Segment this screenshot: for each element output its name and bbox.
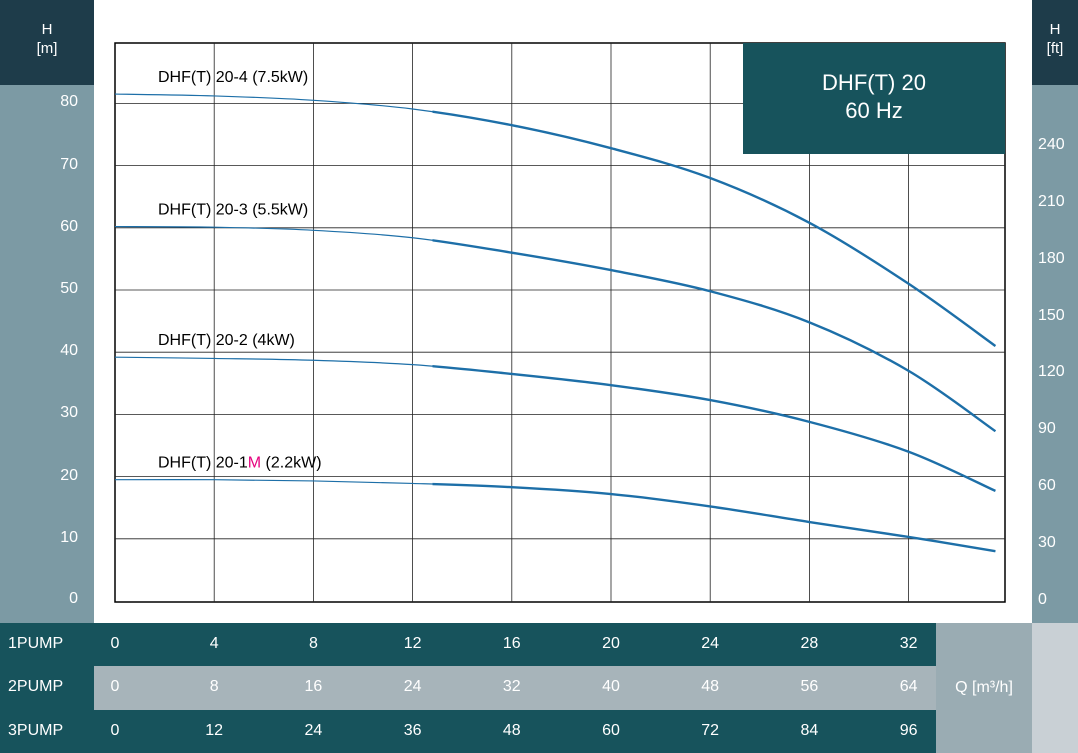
left-axis-unit: [m]: [36, 40, 58, 57]
series-label-1: DHF(T) 20-4 (7.5kW): [158, 69, 308, 86]
flow-value: 48: [701, 678, 720, 695]
model-name: DHF(T) 20: [822, 70, 926, 95]
series-label-4: DHF(T) 20-1M (2.2kW): [158, 455, 322, 472]
flow-corner-cell: [1032, 623, 1078, 753]
left-axis-tick: 70: [60, 155, 78, 173]
series-curve-2-operating-range: [432, 239, 997, 433]
flow-row-label: 3PUMP: [8, 722, 64, 739]
flow-value: 24: [304, 722, 323, 739]
flow-value: 84: [800, 722, 819, 739]
flow-row-3pump: [0, 710, 936, 753]
right-axis-symbol: H: [1049, 21, 1061, 38]
left-axis-symbol: H: [41, 21, 53, 38]
series-curve-3-operating-range: [432, 364, 996, 492]
series-label-2: DHF(T) 20-3 (5.5kW): [158, 202, 308, 219]
left-axis-header: [0, 0, 94, 85]
flow-row-label: 2PUMP: [8, 678, 64, 695]
series-curve-4-operating-range: [432, 482, 996, 553]
left-axis-band: [0, 85, 94, 623]
flow-value: 32: [502, 678, 521, 695]
flow-value: 0: [110, 678, 120, 695]
flow-unit-cell: [936, 623, 1032, 753]
right-axis-tick: 30: [1038, 534, 1056, 552]
flow-value: 8: [308, 635, 318, 652]
flow-value: 8: [209, 678, 219, 695]
flow-value: 0: [110, 722, 120, 739]
flow-value: 96: [899, 722, 918, 739]
flow-value: 60: [602, 722, 620, 739]
left-axis-tick: 10: [60, 528, 78, 546]
right-axis-tick: 0: [1038, 591, 1047, 608]
right-axis-tick: 90: [1038, 420, 1056, 438]
right-axis-tick: 60: [1038, 477, 1056, 495]
flow-value: 20: [602, 635, 620, 652]
flow-value: 28: [800, 635, 819, 652]
series-curve-1-operating-range: [432, 110, 997, 347]
flow-value: 0: [110, 635, 120, 652]
chart-curves: [114, 93, 997, 553]
left-axis-tick: 20: [60, 466, 78, 484]
flow-value: 16: [502, 635, 521, 652]
model-frequency: 60 Hz: [845, 98, 903, 123]
flow-value: 48: [502, 722, 521, 739]
flow-value: 24: [403, 678, 422, 695]
flow-value: 24: [701, 635, 720, 652]
flow-row-2pump-label-cell: [0, 666, 94, 710]
left-axis-tick: 60: [60, 217, 78, 235]
flow-value: 12: [403, 635, 422, 652]
flow-value: 72: [701, 722, 720, 739]
flow-value: 32: [899, 635, 918, 652]
flow-row-2pump: [94, 666, 936, 710]
flow-unit-label: Q [m³/h]: [955, 679, 1013, 696]
flow-value: 40: [602, 678, 620, 695]
right-axis-tick: 150: [1038, 306, 1065, 324]
right-axis-header: [1032, 0, 1078, 85]
left-axis-tick: 0: [69, 590, 78, 607]
flow-value: 56: [800, 678, 819, 695]
flow-value: 64: [899, 678, 918, 695]
flow-row-label: 1PUMP: [8, 635, 64, 652]
flow-value: 12: [205, 722, 224, 739]
chart-series-labels: DHF(T) 20-4 (7.5kW) DHF(T) 20-3 (5.5kW) DH…: [158, 69, 322, 472]
flow-value: 4: [209, 635, 219, 652]
flow-value: 16: [304, 678, 323, 695]
left-axis-tick: 30: [60, 404, 78, 422]
right-axis-band: [1032, 85, 1078, 623]
right-axis-tick: 120: [1038, 363, 1065, 381]
left-axis-tick: 40: [60, 342, 78, 360]
flow-value: 36: [403, 722, 422, 739]
right-axis-tick: 240: [1038, 135, 1065, 153]
flow-row-1pump: [0, 623, 936, 666]
left-axis-tick: 50: [60, 280, 78, 297]
right-axis-unit: [ft]: [1046, 40, 1064, 57]
series-label-3: DHF(T) 20-2 (4kW): [158, 332, 295, 349]
right-axis-tick: 180: [1038, 249, 1065, 267]
model-info-box: DHF(T) 20 60 Hz: [743, 43, 1005, 154]
right-axis-tick: 210: [1038, 192, 1065, 210]
left-axis-tick: 80: [60, 93, 78, 111]
